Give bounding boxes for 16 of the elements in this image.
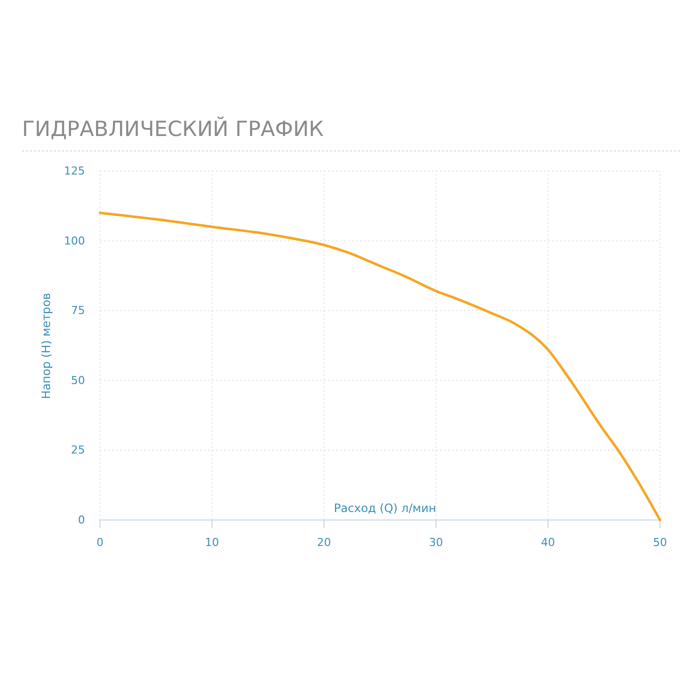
x-axis-title: Расход (Q) л/мин — [334, 501, 436, 515]
y-tick-label: 0 — [78, 514, 85, 527]
y-tick-label: 125 — [64, 164, 85, 178]
x-tick-label: 30 — [429, 536, 443, 549]
x-tick-label: 0 — [96, 536, 104, 549]
x-tick-label: 50 — [653, 536, 667, 549]
y-axis-title: Напор (H) метров — [39, 292, 53, 400]
y-tick-label: 50 — [71, 374, 85, 387]
y-tick-label: 75 — [71, 304, 85, 318]
line-series — [98, 212, 662, 522]
y-tick-label: 100 — [64, 234, 85, 248]
x-tick-label: 10 — [205, 536, 219, 549]
x-tick-label: 20 — [317, 536, 331, 549]
y-tick-label: 25 — [71, 444, 85, 457]
x-tick-label: 40 — [541, 536, 555, 549]
chart-title: ГИДРАВЛИЧЕСКИЙ ГРАФИК — [22, 116, 324, 141]
